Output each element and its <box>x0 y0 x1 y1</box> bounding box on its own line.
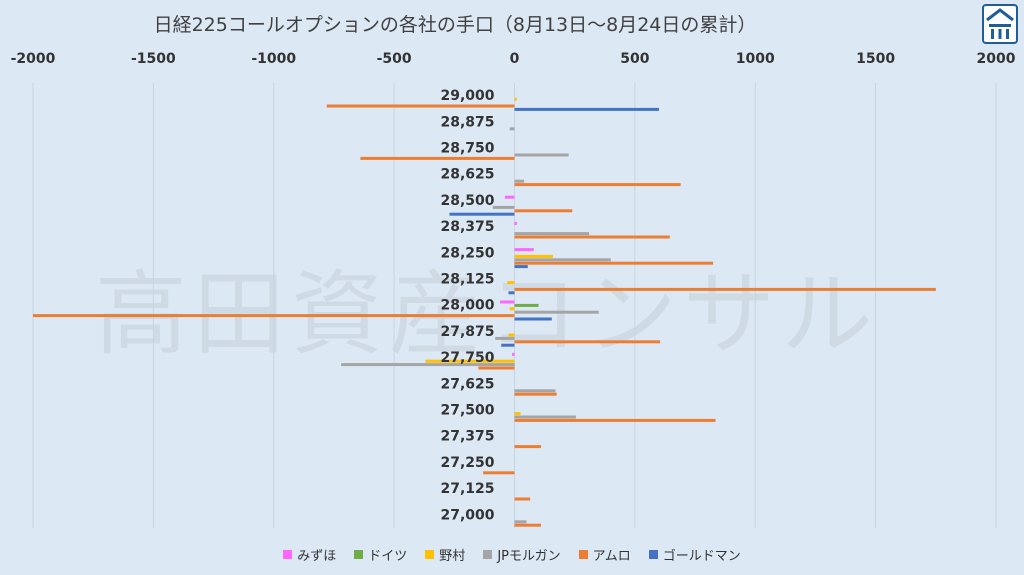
bar <box>514 412 521 416</box>
bar <box>514 97 517 101</box>
x-tick-label: -1000 <box>251 51 296 67</box>
x-tick-label: -2000 <box>11 51 56 67</box>
legend-item: みずほ <box>283 545 336 564</box>
bar <box>514 265 528 269</box>
legend-swatch <box>648 550 658 559</box>
bar <box>509 307 515 311</box>
bar <box>514 232 590 236</box>
bar <box>514 287 936 291</box>
bar <box>514 153 569 157</box>
bar <box>514 254 554 258</box>
bar <box>341 363 515 367</box>
bar <box>514 520 527 524</box>
legend-item: JPモルガン <box>483 545 561 564</box>
bar <box>507 281 515 285</box>
y-category-label: 28,250 <box>440 245 494 261</box>
bar <box>514 235 670 239</box>
bar <box>514 179 525 183</box>
y-category-label: 28,875 <box>440 114 494 130</box>
bar <box>514 523 541 527</box>
bar <box>514 497 531 501</box>
bar <box>501 343 515 347</box>
legend-label: ドイツ <box>368 549 408 564</box>
bar <box>514 317 552 321</box>
bar <box>514 209 573 213</box>
legend-label: 野村 <box>439 549 466 564</box>
bar <box>500 300 515 304</box>
bar <box>514 107 659 111</box>
legend-label: ゴールドマン <box>662 549 741 564</box>
y-category-label: 29,000 <box>440 88 494 104</box>
bar <box>514 248 534 252</box>
y-category-label: 28,000 <box>440 298 494 314</box>
y-category-label: 27,750 <box>440 350 494 366</box>
y-category-label: 28,375 <box>440 219 494 235</box>
bar <box>514 221 517 225</box>
x-tick-label: 2000 <box>977 51 1016 67</box>
bar <box>514 392 557 396</box>
bar <box>449 212 515 216</box>
x-tick-label: 0 <box>510 51 520 67</box>
bar <box>508 333 515 337</box>
legend-label: みずほ <box>297 549 337 564</box>
bar <box>360 156 515 160</box>
legend-swatch <box>483 550 493 559</box>
y-category-label: 28,500 <box>440 193 494 209</box>
bar <box>33 314 515 318</box>
bar <box>425 359 515 363</box>
chart-title: 日経225コールオプションの各社の手口（8月13日〜8月24日の累計） <box>153 14 757 36</box>
bar <box>514 303 539 307</box>
bar <box>492 205 515 209</box>
y-category-label: 27,500 <box>440 403 494 419</box>
bar <box>514 261 714 265</box>
y-category-label: 27,375 <box>440 429 494 445</box>
bar <box>514 258 611 262</box>
bar <box>508 291 515 295</box>
bar <box>514 418 716 422</box>
bar <box>509 127 515 131</box>
company-logo-icon <box>982 4 1018 44</box>
legend-item: アムロ <box>578 545 631 564</box>
x-tick-label: 500 <box>620 51 649 67</box>
legend-swatch <box>354 550 364 559</box>
bar <box>504 195 515 199</box>
x-tick-label: -1500 <box>131 51 176 67</box>
legend-label: アムロ <box>592 549 631 564</box>
x-tick-label: 1000 <box>736 51 775 67</box>
x-tick-label: 1500 <box>856 51 895 67</box>
bar <box>512 352 515 356</box>
bar <box>483 471 515 475</box>
bar <box>514 415 576 419</box>
bar <box>326 104 515 108</box>
y-category-label: 28,125 <box>440 272 494 288</box>
y-category-label: 27,625 <box>440 376 494 392</box>
bar <box>514 310 599 314</box>
legend-swatch <box>425 550 435 559</box>
bar <box>514 340 661 344</box>
legend-label: JPモルガン <box>497 549 561 564</box>
legend-item: ゴールドマン <box>648 545 741 564</box>
y-category-label: 28,750 <box>440 141 494 157</box>
y-category-label: 27,250 <box>440 455 494 471</box>
bar <box>495 336 515 340</box>
legend-item: 野村 <box>425 545 465 564</box>
chart-legend: みずほ ドイツ 野村 JPモルガン アムロ ゴールドマン <box>0 545 1024 564</box>
y-category-label: 27,125 <box>440 481 494 497</box>
legend-swatch <box>578 550 588 559</box>
bar <box>514 183 681 187</box>
y-category-label: 28,625 <box>440 167 494 183</box>
legend-item: ドイツ <box>354 545 407 564</box>
bar <box>514 389 556 393</box>
y-category-label: 27,000 <box>440 507 494 523</box>
bar <box>514 445 541 449</box>
x-tick-label: -500 <box>377 51 412 67</box>
bar <box>478 366 515 370</box>
legend-swatch <box>283 550 293 559</box>
y-category-label: 27,875 <box>440 324 494 340</box>
